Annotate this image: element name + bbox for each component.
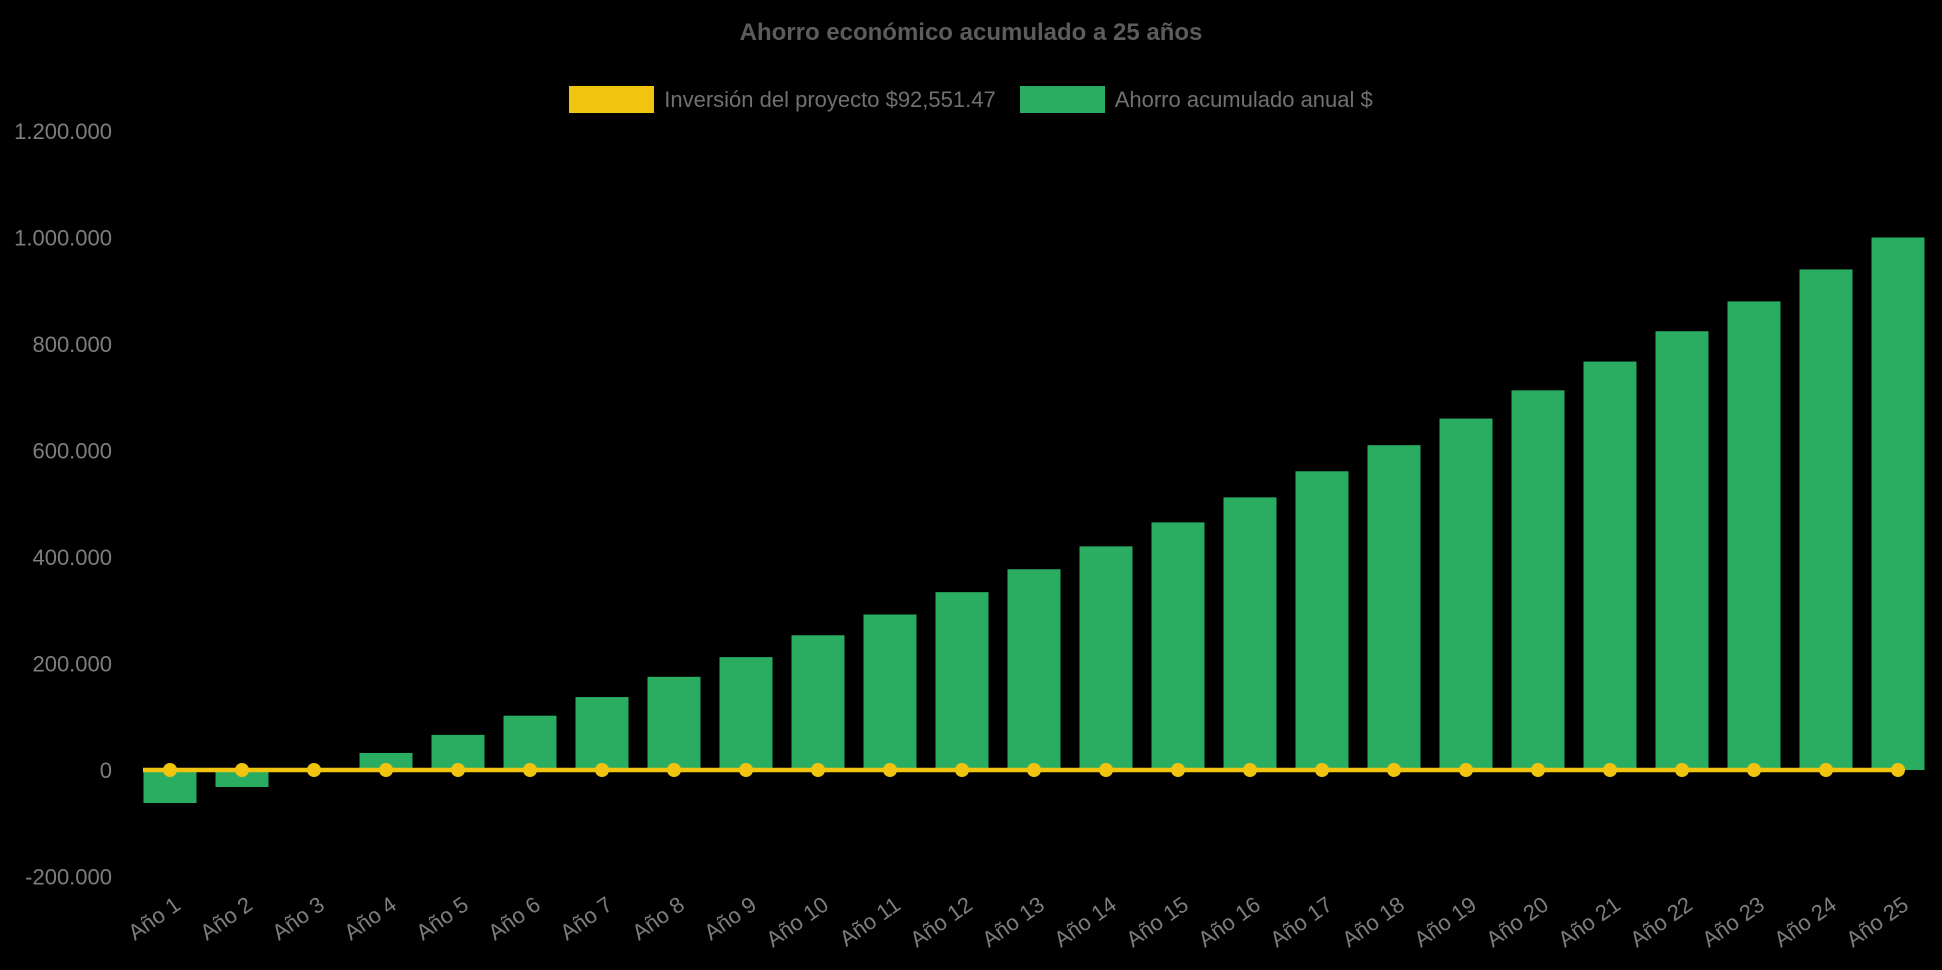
line-marker-año-2[interactable] (235, 763, 249, 777)
x-axis-label-año-6: Año 6 (483, 892, 544, 945)
bar-año-20[interactable] (1511, 390, 1565, 770)
x-axis-label-año-20: Año 20 (1481, 892, 1552, 952)
line-marker-año-22[interactable] (1675, 763, 1689, 777)
legend-item-savings[interactable]: Ahorro acumulado anual $ (1019, 86, 1373, 113)
line-marker-año-21[interactable] (1603, 763, 1617, 777)
line-marker-año-1[interactable] (163, 763, 177, 777)
legend-item-investment[interactable]: Inversión del proyecto $92,551.47 (569, 86, 996, 113)
line-marker-año-8[interactable] (667, 763, 681, 777)
x-axis-label-año-16: Año 16 (1193, 892, 1264, 952)
line-marker-año-11[interactable] (883, 763, 897, 777)
y-axis-tick-label: 1.200.000 (14, 119, 112, 144)
bar-año-17[interactable] (1295, 471, 1349, 770)
x-axis-label-año-2: Año 2 (195, 892, 256, 945)
line-marker-año-4[interactable] (379, 763, 393, 777)
bar-año-8[interactable] (647, 676, 701, 770)
x-axis-label-año-7: Año 7 (555, 892, 616, 945)
bar-año-12[interactable] (935, 592, 989, 770)
x-axis-label-año-22: Año 22 (1625, 892, 1696, 952)
line-marker-año-18[interactable] (1387, 763, 1401, 777)
x-axis-label-año-4: Año 4 (339, 892, 400, 945)
line-marker-año-16[interactable] (1243, 763, 1257, 777)
line-marker-año-20[interactable] (1531, 763, 1545, 777)
x-axis-label-año-11: Año 11 (835, 892, 905, 952)
line-marker-año-9[interactable] (739, 763, 753, 777)
x-axis-label-año-13: Año 13 (977, 892, 1048, 952)
x-axis-label-año-12: Año 12 (905, 892, 976, 952)
legend: Inversión del proyecto $92,551.47 Ahorro… (0, 86, 1942, 113)
x-axis-label-año-21: Año 21 (1553, 892, 1624, 952)
line-marker-año-12[interactable] (955, 763, 969, 777)
x-axis-label-año-1: Año 1 (123, 892, 184, 945)
bar-año-16[interactable] (1223, 497, 1277, 770)
bar-año-15[interactable] (1151, 522, 1205, 770)
bar-año-25[interactable] (1871, 237, 1925, 771)
bar-año-18[interactable] (1367, 445, 1421, 770)
bar-año-10[interactable] (791, 635, 845, 770)
y-axis-tick-label: 0 (100, 758, 112, 783)
line-marker-año-23[interactable] (1747, 763, 1761, 777)
y-axis-tick-label: 1.000.000 (14, 226, 112, 251)
line-marker-año-25[interactable] (1891, 763, 1905, 777)
line-marker-año-17[interactable] (1315, 763, 1329, 777)
bar-año-6[interactable] (503, 715, 557, 770)
line-marker-año-6[interactable] (523, 763, 537, 777)
y-axis-tick-label: -200.000 (25, 865, 112, 890)
x-axis-label-año-3: Año 3 (267, 892, 328, 945)
x-axis-label-año-23: Año 23 (1697, 892, 1768, 952)
line-marker-año-13[interactable] (1027, 763, 1041, 777)
bar-año-13[interactable] (1007, 569, 1061, 770)
bar-año-22[interactable] (1655, 331, 1709, 770)
legend-swatch-investment-icon (569, 86, 655, 113)
bar-año-2[interactable] (215, 770, 269, 788)
bar-año-4[interactable] (359, 752, 413, 770)
x-axis-label-año-25: Año 25 (1841, 892, 1912, 952)
line-marker-año-10[interactable] (811, 763, 825, 777)
x-axis-label-año-14: Año 14 (1049, 892, 1120, 952)
line-marker-año-3[interactable] (307, 763, 321, 777)
bar-año-14[interactable] (1079, 546, 1133, 770)
line-marker-año-14[interactable] (1099, 763, 1113, 777)
bar-año-7[interactable] (575, 697, 629, 770)
y-axis-tick-label: 200.000 (32, 652, 112, 677)
bar-año-23[interactable] (1727, 301, 1781, 770)
x-axis-label-año-10: Año 10 (761, 892, 832, 952)
y-axis-tick-label: 600.000 (32, 439, 112, 464)
y-axis-tick-label: 800.000 (32, 332, 112, 357)
x-axis-label-año-17: Año 17 (1265, 892, 1336, 952)
bar-año-21[interactable] (1583, 361, 1637, 770)
bar-año-19[interactable] (1439, 418, 1493, 770)
line-marker-año-24[interactable] (1819, 763, 1833, 777)
bar-año-24[interactable] (1799, 269, 1853, 770)
x-axis-label-año-18: Año 18 (1337, 892, 1408, 952)
x-axis-label-año-19: Año 19 (1409, 892, 1480, 952)
legend-swatch-savings-icon (1019, 86, 1105, 113)
legend-label-savings: Ahorro acumulado anual $ (1114, 86, 1373, 112)
x-axis-label-año-8: Año 8 (627, 892, 688, 945)
x-axis-label-año-15: Año 15 (1121, 892, 1192, 952)
line-marker-año-19[interactable] (1459, 763, 1473, 777)
legend-label-investment: Inversión del proyecto $92,551.47 (664, 86, 996, 112)
chart-title: Ahorro económico acumulado a 25 años (739, 19, 1203, 46)
line-marker-año-7[interactable] (595, 763, 609, 777)
y-axis-tick-label: 400.000 (32, 545, 112, 570)
x-axis-label-año-9: Año 9 (699, 892, 760, 945)
x-axis-label-año-5: Año 5 (411, 892, 472, 945)
line-marker-año-5[interactable] (451, 763, 465, 777)
bar-año-9[interactable] (719, 657, 773, 770)
line-marker-año-15[interactable] (1171, 763, 1185, 777)
x-axis-label-año-24: Año 24 (1769, 892, 1840, 952)
bar-año-11[interactable] (863, 614, 917, 770)
